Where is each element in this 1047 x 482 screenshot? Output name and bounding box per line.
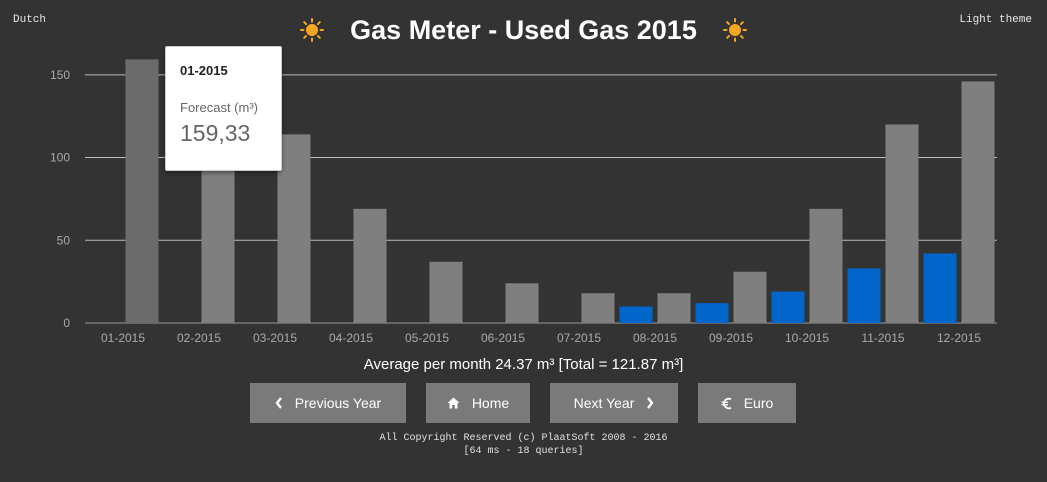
previous-year-label: Previous Year	[294, 395, 382, 411]
bar-forecast	[353, 208, 387, 323]
bar-forecast	[809, 208, 843, 323]
sun-icon	[722, 18, 747, 42]
theme-toggle-link[interactable]: Light theme	[959, 14, 1032, 26]
chevron-left-icon	[275, 397, 282, 409]
bar-forecast	[581, 293, 615, 323]
y-tick-label: 150	[50, 68, 70, 82]
x-tick-label: 01-2015	[101, 331, 145, 345]
x-tick-label: 12-2015	[937, 331, 981, 345]
bar-actual	[695, 303, 729, 323]
x-tick-label: 10-2015	[785, 331, 829, 345]
x-tick-label: 06-2015	[481, 331, 525, 345]
next-year-button[interactable]: Next Year	[550, 383, 678, 423]
copyright-text: All Copyright Reserved (c) PlaatSoft 200…	[379, 433, 668, 444]
language-link[interactable]: Dutch	[13, 14, 47, 26]
tooltip-value: 159,33	[180, 120, 251, 146]
previous-year-button[interactable]: Previous Year	[250, 383, 406, 423]
euro-icon	[721, 397, 732, 409]
home-button[interactable]: Home	[426, 383, 530, 423]
sun-icon	[300, 18, 325, 42]
x-tick-label: 08-2015	[633, 331, 677, 345]
chevron-right-icon	[647, 397, 654, 409]
home-label: Home	[471, 395, 510, 411]
bar-forecast	[657, 293, 691, 323]
page-title: Gas Meter - Used Gas 2015	[350, 14, 697, 45]
bar-forecast	[733, 271, 767, 323]
x-tick-label: 02-2015	[177, 331, 221, 345]
bar-actual	[771, 291, 805, 323]
x-tick-label: 07-2015	[557, 331, 601, 345]
render-stats: [64 ms - 18 queries]	[463, 446, 584, 457]
chart-tooltip: 01-2015 Forecast (m³) 159,33	[165, 46, 282, 171]
bar-forecast	[885, 124, 919, 323]
y-tick-label: 0	[63, 316, 70, 330]
euro-button[interactable]: Euro	[698, 383, 796, 423]
x-tick-label: 09-2015	[709, 331, 753, 345]
x-tick-label: 03-2015	[253, 331, 297, 345]
next-year-label: Next Year	[573, 395, 635, 411]
y-tick-label: 50	[57, 233, 71, 247]
page-header: Gas Meter - Used Gas 2015	[0, 12, 1047, 48]
x-tick-label: 11-2015	[861, 331, 904, 345]
bar-actual	[847, 268, 881, 323]
euro-label: Euro	[743, 395, 774, 411]
bar-forecast	[125, 59, 159, 323]
bar-actual	[923, 253, 957, 323]
gas-usage-chart: 0 50 100 150 01-2015 02-2015 03-2015 04-2015 05-…	[50, 59, 997, 345]
tooltip-series-label: Forecast (m³)	[180, 100, 258, 115]
bar-actual	[619, 306, 653, 323]
bar-forecast	[277, 134, 311, 323]
navigation-buttons: Previous Year Home Next Year Euro	[0, 383, 1047, 423]
x-tick-label: 04-2015	[329, 331, 373, 345]
average-summary: Average per month 24.37 m³ [Total = 121.…	[363, 356, 684, 373]
home-icon	[447, 397, 460, 409]
bar-forecast	[961, 81, 995, 323]
y-tick-label: 100	[50, 151, 70, 165]
bar-forecast	[505, 283, 539, 323]
page-footer: All Copyright Reserved (c) PlaatSoft 200…	[0, 432, 1047, 458]
x-tick-label: 05-2015	[405, 331, 449, 345]
bar-forecast	[201, 154, 235, 323]
bar-forecast	[429, 261, 463, 323]
tooltip-category: 01-2015	[180, 63, 228, 78]
